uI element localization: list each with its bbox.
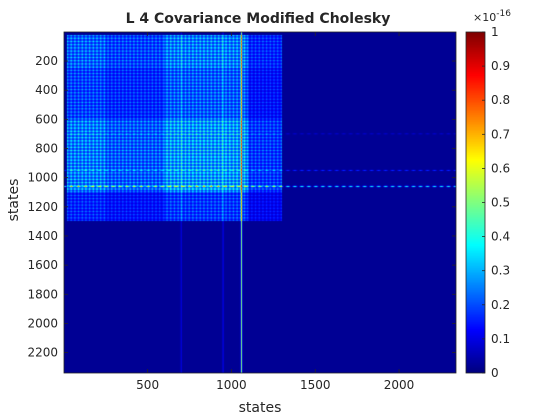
x-tick-label: 2000 <box>384 378 415 392</box>
y-tick-label: 2200 <box>27 346 58 360</box>
colorbar-exponent-base: ×10 <box>473 11 496 24</box>
x-axis: 500 1000 1500 2000 <box>136 32 414 392</box>
y-tick-label: 400 <box>35 83 58 97</box>
y-tick-label: 1800 <box>27 287 58 301</box>
plot-frame <box>63 31 457 374</box>
y-tick-label: 1200 <box>27 200 58 214</box>
x-tick-label: 1500 <box>300 378 331 392</box>
x-tick-label: 500 <box>136 378 159 392</box>
colorbar-tick-label: 0.6 <box>491 161 510 175</box>
colorbar-tick-label: 0.3 <box>491 264 510 278</box>
y-tick-label: 1400 <box>27 229 58 243</box>
colorbar-tick-label: 0.4 <box>491 230 510 244</box>
colorbar-tick-label: 0.2 <box>491 298 510 312</box>
colorbar-gradient <box>466 32 485 373</box>
y-axis: 200 400 600 800 1000 1200 1400 1600 1800 2000 2200 <box>27 54 456 360</box>
colorbar-tick-label: 0.7 <box>491 127 510 141</box>
colorbar-exponent: ×10-16 <box>473 9 511 24</box>
y-axis-label: states <box>6 179 22 222</box>
y-tick-label: 200 <box>35 54 58 68</box>
y-tick-label: 1000 <box>27 171 58 185</box>
colorbar-exponent-power: -16 <box>496 9 511 19</box>
x-tick-label: 1000 <box>216 378 247 392</box>
y-tick-label: 1600 <box>27 258 58 272</box>
x-axis-label: states <box>239 400 282 416</box>
colorbar-tick-label: 0.1 <box>491 332 510 346</box>
y-tick-label: 600 <box>35 112 58 126</box>
y-tick-label: 2000 <box>27 316 58 330</box>
heatmap-image <box>64 32 456 373</box>
colorbar-tick-label: 0.9 <box>491 59 510 73</box>
colorbar-tick-label: 0.5 <box>491 196 510 210</box>
colorbar: 0 0.1 0.2 0.3 0.4 0.5 0.6 0.7 0.8 0.9 1 <box>465 25 510 380</box>
colorbar-tick-label: 0.8 <box>491 93 510 107</box>
colorbar-tick-label: 1 <box>491 25 499 39</box>
plot-area <box>63 31 457 374</box>
colorbar-tick-label: 0 <box>491 366 499 380</box>
y-tick-label: 800 <box>35 141 58 155</box>
chart-title: L 4 Covariance Modified Cholesky <box>126 11 391 27</box>
